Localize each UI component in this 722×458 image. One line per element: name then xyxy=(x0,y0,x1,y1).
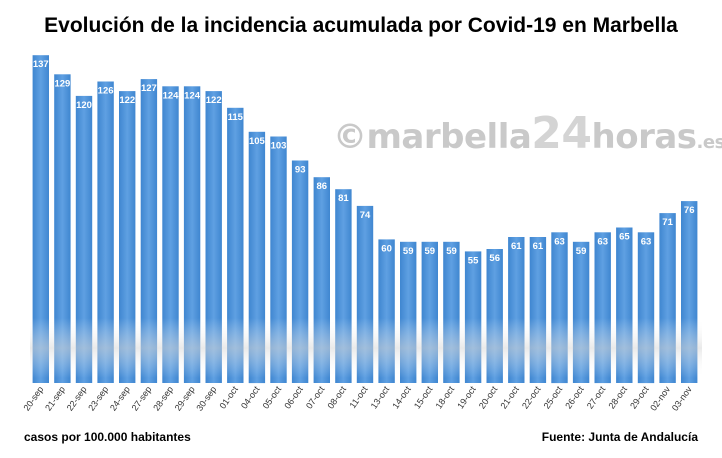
bar-value-label: 65 xyxy=(619,232,630,243)
bar-01-oct xyxy=(227,107,244,384)
bar-value-label: 115 xyxy=(228,112,244,123)
bar-value-label: 63 xyxy=(641,236,652,247)
bar-value-label: 59 xyxy=(403,246,414,257)
x-tick-label: 06-oct xyxy=(282,384,305,411)
bar-value-label: 63 xyxy=(597,236,608,247)
x-tick-label: 24-sep xyxy=(108,384,132,412)
bar-value-label: 137 xyxy=(33,59,49,70)
watermark-part4: .es xyxy=(696,132,722,153)
x-tick-label: 13-oct xyxy=(369,384,392,411)
bar-value-label: 124 xyxy=(184,90,201,101)
bar-24-sep xyxy=(119,91,136,383)
x-tick-label: 21-sep xyxy=(43,384,67,412)
x-tick-label: 22-oct xyxy=(520,384,543,411)
x-tick-label: 23-sep xyxy=(86,384,110,412)
bar-value-label: 122 xyxy=(119,95,135,106)
x-tick-label: 11-oct xyxy=(347,384,369,410)
x-tick-label: 04-oct xyxy=(239,384,262,411)
bar-value-label: 59 xyxy=(425,246,436,257)
bar-value-label: 76 xyxy=(684,205,695,216)
x-tick-label: 29-sep xyxy=(173,384,197,412)
x-tick-label: 05-oct xyxy=(261,384,284,411)
bar-23-sep xyxy=(97,81,114,383)
bar-value-label: 124 xyxy=(163,90,180,101)
bar-value-label: 59 xyxy=(576,246,587,257)
bar-value-label: 122 xyxy=(206,95,222,106)
bar-30-sep xyxy=(205,91,222,383)
x-tick-label: 21-oct xyxy=(498,384,521,411)
bar-value-label: 60 xyxy=(381,243,392,254)
x-tick-label: 28-oct xyxy=(606,384,629,411)
watermark-copyright: © xyxy=(333,117,367,157)
x-tick-label: 08-oct xyxy=(325,384,348,411)
x-tick-label: 26-oct xyxy=(563,384,586,411)
chart-title: Evolución de la incidencia acumulada por… xyxy=(44,14,678,37)
bar-22-sep xyxy=(75,95,93,384)
reflection-band xyxy=(30,318,702,378)
bar-value-label: 120 xyxy=(76,100,92,111)
bar-value-label: 74 xyxy=(360,210,371,221)
x-tick-label: 27-sep xyxy=(130,384,154,412)
bar-value-label: 56 xyxy=(489,253,500,264)
bar-value-label: 129 xyxy=(54,78,70,89)
bar-21-sep xyxy=(54,74,71,384)
x-tick-label: 28-sep xyxy=(151,384,175,412)
x-tick-label: 19-oct xyxy=(455,384,478,411)
x-tick-label: 20-sep xyxy=(21,384,45,412)
bar-value-label: 93 xyxy=(295,165,306,176)
x-tick-label: 18-oct xyxy=(434,384,457,411)
bar-20-sep xyxy=(32,55,49,383)
x-tick-label: 02-nov xyxy=(648,384,672,413)
bar-value-label: 59 xyxy=(446,246,457,257)
x-tick-label: 27-oct xyxy=(585,384,608,411)
bar-value-label: 61 xyxy=(533,241,544,252)
x-tick-label: 01-oct xyxy=(217,384,240,411)
x-tick-label: 07-oct xyxy=(304,384,327,411)
watermark-part3: horas xyxy=(591,117,698,157)
x-tick-label: 15-oct xyxy=(412,384,435,411)
bar-value-label: 71 xyxy=(662,217,673,228)
watermark-logo: ©marbella24horas.es xyxy=(333,108,722,159)
bar-value-label: 61 xyxy=(511,241,522,252)
footer-units: casos por 100.000 habitantes xyxy=(24,430,191,444)
x-tick-label: 22-sep xyxy=(65,384,89,412)
bar-value-label: 105 xyxy=(249,136,266,147)
bar-value-label: 63 xyxy=(554,236,565,247)
watermark-part1: marbella xyxy=(366,117,532,157)
x-tick-label: 20-oct xyxy=(477,384,500,411)
x-tick-label: 14-oct xyxy=(390,384,413,411)
bar-value-label: 55 xyxy=(468,255,479,266)
bar-value-label: 103 xyxy=(271,141,287,152)
footer-source: Fuente: Junta de Andalucía xyxy=(541,430,698,444)
x-tick-label: 25-oct xyxy=(542,384,565,411)
x-tick-label: 03-nov xyxy=(670,384,694,413)
bar-value-label: 127 xyxy=(141,83,157,94)
bar-28-sep xyxy=(162,86,179,384)
bar-29-sep xyxy=(183,86,201,384)
bar-value-label: 86 xyxy=(317,181,328,192)
bar-value-label: 81 xyxy=(338,193,349,204)
bar-27-sep xyxy=(140,79,158,383)
x-tick-label: 30-sep xyxy=(194,384,218,412)
bar-chart: 137 129 120 126 122 127 124 124 122 115 105 103 93 86… xyxy=(21,55,702,413)
watermark-part2: 24 xyxy=(531,108,592,159)
bar-value-label: 126 xyxy=(98,86,114,97)
